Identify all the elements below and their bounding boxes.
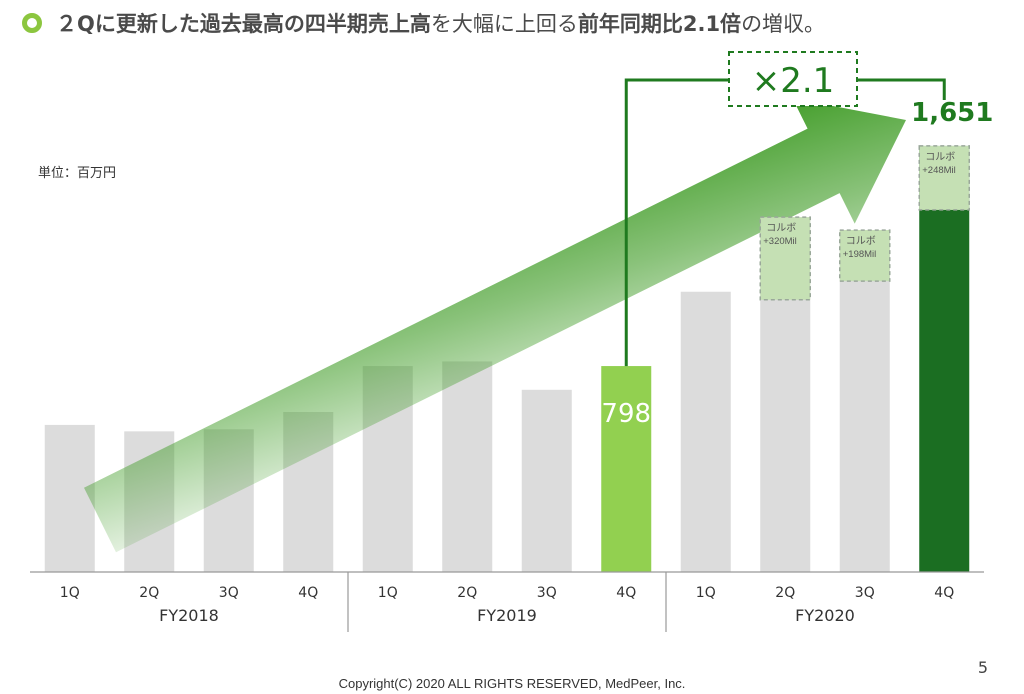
tick-label-11: 3Q xyxy=(855,585,875,601)
tick-label-3: 3Q xyxy=(219,585,239,601)
headline-part-2: を大幅に上回る xyxy=(430,12,578,36)
circle-bullet-icon xyxy=(22,13,42,33)
growth-label: ×2.1 xyxy=(752,61,835,101)
copyright-text: Copyright(C) 2020 ALL RIGHTS RESERVED, M… xyxy=(338,676,686,691)
korubo-box-12 xyxy=(918,145,970,211)
headline: ２Qに更新した過去最高の四半期売上高を大幅に上回る前年同期比2.1倍の増収。 xyxy=(56,8,825,38)
tick-label-8: 4Q xyxy=(616,585,636,601)
value-label-8: 798 xyxy=(601,399,651,429)
unit-label: 単位：百万円 xyxy=(38,166,117,181)
korubo-amount-10: +320Mil xyxy=(763,236,797,247)
value-label-12: 1,651 xyxy=(911,98,993,128)
bar-1 xyxy=(44,424,95,572)
growth-label-group: ×2.1 xyxy=(728,51,858,107)
growth-arrow-group xyxy=(83,98,906,553)
bar-8 xyxy=(601,366,652,572)
korubo-amount-12: +248Mil xyxy=(922,165,956,176)
tick-label-7: 3Q xyxy=(537,585,557,601)
korubo-box-11 xyxy=(839,229,891,282)
korubo-label-10: コルボ xyxy=(766,222,796,234)
bar-7 xyxy=(521,389,572,572)
korubo-box-10 xyxy=(759,216,811,301)
tick-label-2: 2Q xyxy=(139,585,159,601)
headline-part-1: ２Qに更新した過去最高の四半期売上高 xyxy=(56,12,431,36)
group-label-fy2019: FY2019 xyxy=(477,606,537,625)
growth-arrow xyxy=(83,98,906,553)
tick-label-4: 4Q xyxy=(298,585,318,601)
headline-part-4: の増収。 xyxy=(741,12,826,36)
tick-label-5: 1Q xyxy=(378,585,398,601)
korubo-amount-11: +198Mil xyxy=(843,249,877,260)
bars-group xyxy=(44,145,970,572)
bar-12 xyxy=(919,145,970,572)
growth-label-box xyxy=(728,51,858,107)
korubo-label-12: コルボ xyxy=(925,151,955,163)
page-number: 5 xyxy=(977,658,988,677)
tick-label-6: 2Q xyxy=(457,585,477,601)
tick-label-10: 2Q xyxy=(775,585,795,601)
tick-label-9: 1Q xyxy=(696,585,716,601)
tick-label-1: 1Q xyxy=(60,585,80,601)
tick-label-12: 4Q xyxy=(934,585,954,601)
bar-9 xyxy=(680,291,731,572)
bar-6 xyxy=(442,361,493,572)
slide-header: ２Qに更新した過去最高の四半期売上高を大幅に上回る前年同期比2.1倍の増収。 xyxy=(22,6,825,40)
korubo-label-11: コルボ xyxy=(846,235,876,247)
headline-part-3: 前年同期比2.1倍 xyxy=(577,12,742,36)
group-label-fy2018: FY2018 xyxy=(159,606,219,625)
bar-11 xyxy=(839,230,890,572)
group-label-fy2020: FY2020 xyxy=(795,606,855,625)
